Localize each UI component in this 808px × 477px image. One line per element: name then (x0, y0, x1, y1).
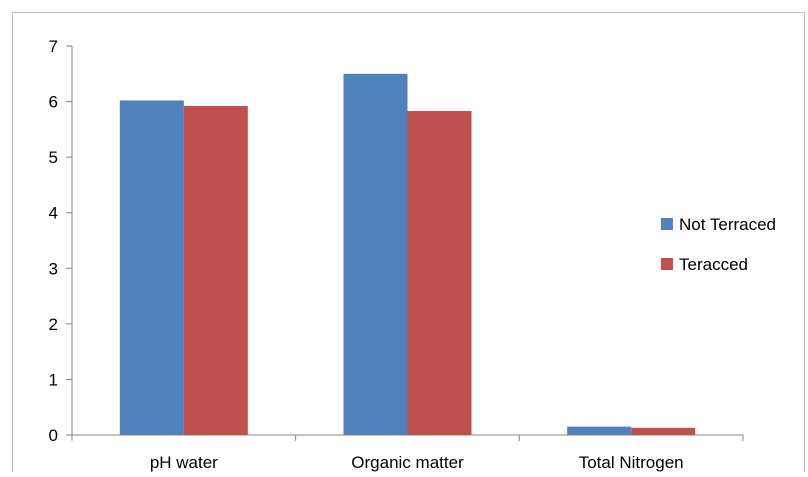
bar-not-terraced (119, 100, 184, 436)
legend-swatch (661, 218, 673, 230)
y-tick-label: 1 (49, 370, 58, 389)
y-tick-label: 7 (49, 37, 58, 56)
x-category-label: Organic matter (351, 453, 464, 472)
legend-label: Teracced (679, 255, 748, 274)
bar-teracced (183, 106, 248, 435)
y-tick-label: 4 (49, 204, 58, 223)
y-tick-label: 5 (49, 148, 58, 167)
bar-not-terraced (343, 73, 408, 436)
x-category-label: pH water (150, 453, 218, 472)
bar-teracced (407, 111, 472, 436)
legend-label: Not Terraced (679, 215, 776, 234)
y-tick-label: 0 (49, 426, 58, 445)
y-tick-label: 2 (49, 315, 58, 334)
x-category-label: Total Nitrogen (579, 453, 684, 472)
y-axis: 0 1 2 3 4 5 6 7 (49, 37, 73, 445)
legend: Not Terraced Teracced (661, 215, 776, 274)
bar-teracced (631, 427, 696, 435)
bar-not-terraced (567, 426, 632, 435)
bars (119, 73, 696, 436)
y-tick-label: 6 (49, 93, 58, 112)
y-tick-label: 3 (49, 259, 58, 278)
legend-swatch (661, 258, 673, 270)
